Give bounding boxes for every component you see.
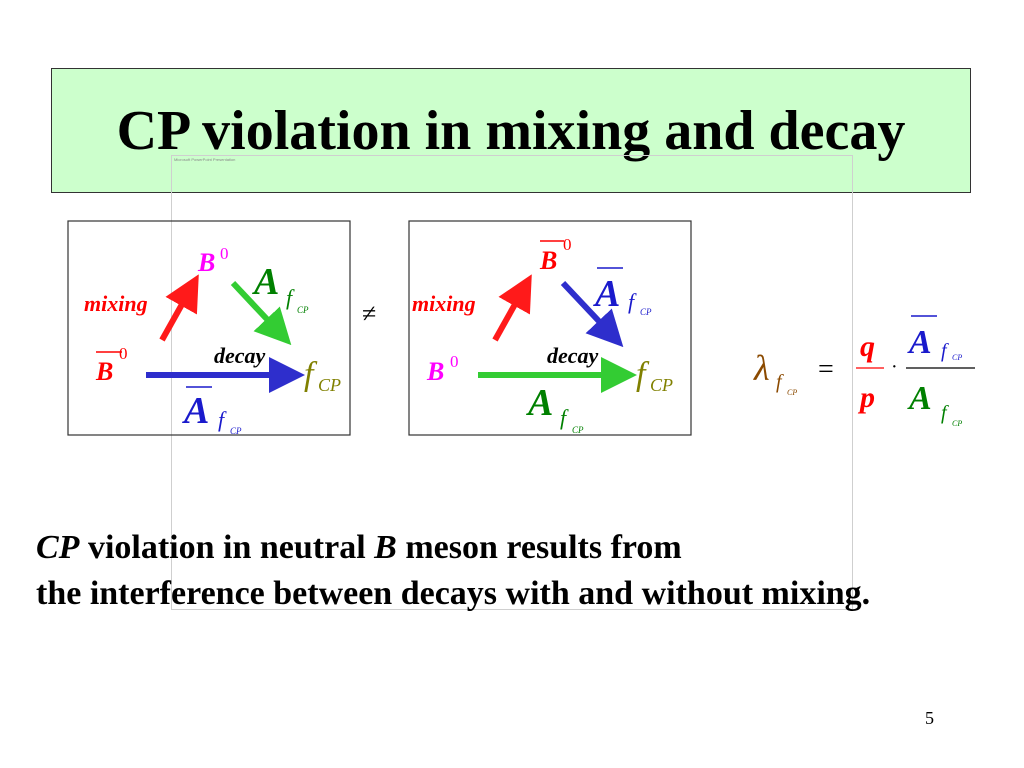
- left-amp-top-sub: f: [286, 285, 295, 310]
- caption-b: B: [374, 529, 397, 566]
- formula-num: A: [907, 324, 932, 361]
- formula-num-subsub: CP: [952, 353, 962, 362]
- right-b: B: [426, 357, 444, 386]
- formula-den-sub: f: [941, 402, 949, 424]
- left-bbar-sup: 0: [119, 344, 128, 363]
- right-decay-label: decay: [547, 343, 599, 368]
- caption-line-2: the interference between decays with and…: [36, 575, 871, 612]
- right-mixing-label: mixing: [412, 291, 476, 316]
- caption-line-1: CP violation in neutral B meson results …: [36, 525, 870, 571]
- formula-lambda-subsub: CP: [787, 388, 797, 397]
- page-number: 5: [925, 708, 934, 728]
- embedded-object-frame: Microsoft PowerPoint Presentation: [171, 155, 853, 610]
- diagram-right: B 0 mixing A f CP B 0 decay f CP A f CP: [408, 220, 692, 436]
- diagram-left-frame: [67, 220, 351, 436]
- left-top-b: B: [197, 248, 215, 277]
- formula-num-sub: f: [941, 340, 949, 362]
- title-box: CP violation in mixing and decay: [51, 68, 971, 193]
- right-final-f: f: [636, 356, 650, 393]
- caption-cp: CP: [36, 529, 80, 566]
- left-amp-bottom: A: [182, 390, 209, 432]
- right-amp-top-sub: f: [628, 289, 637, 314]
- left-amp-bottom-subsub: CP: [230, 426, 242, 436]
- right-amp-bottom-subsub: CP: [572, 425, 584, 435]
- right-amp-bottom: A: [526, 382, 553, 424]
- left-amp-top: A: [252, 261, 279, 303]
- left-final-f: f: [304, 356, 318, 393]
- formula-den-subsub: CP: [952, 419, 962, 428]
- right-amp-bottom-sub: f: [560, 405, 569, 430]
- left-decay-label: decay: [214, 343, 266, 368]
- slide-title: CP violation in mixing and decay: [116, 99, 906, 162]
- formula-lambda: λ: [753, 348, 770, 388]
- diagram-left: B 0 mixing A f CP B 0 decay f CP A f CP: [67, 220, 351, 436]
- right-decay-arrow-blue: [560, 280, 624, 348]
- left-final-sub: CP: [318, 375, 341, 395]
- diagram-right-frame: [408, 220, 692, 436]
- left-decay-arrow-green: [230, 280, 292, 346]
- formula-q: q: [860, 330, 875, 363]
- caption-text-a: violation in neutral: [79, 529, 375, 566]
- left-amp-bottom-sub: f: [218, 407, 227, 432]
- left-mixing-arrow: [159, 274, 199, 342]
- left-mixing-label: mixing: [84, 291, 148, 316]
- right-mixing-arrow: [492, 274, 532, 342]
- caption-text-b: meson results from: [396, 529, 682, 566]
- left-bbar: B: [95, 357, 113, 386]
- right-b-sup: 0: [450, 352, 459, 371]
- right-amp-top: A: [593, 273, 620, 315]
- right-top-bbar: B: [539, 246, 557, 275]
- embedded-object-tag: Microsoft PowerPoint Presentation: [174, 157, 236, 162]
- right-final-sub: CP: [650, 375, 673, 395]
- left-top-b-sup: 0: [220, 244, 229, 263]
- lambda-formula: λ f CP = q p · A f CP A f CP: [753, 315, 975, 428]
- formula-den: A: [907, 380, 932, 417]
- right-amp-top-subsub: CP: [640, 307, 652, 317]
- formula-dot: ·: [891, 356, 898, 378]
- caption: CP violation in neutral B meson results …: [36, 525, 870, 617]
- formula-lambda-sub: f: [776, 371, 784, 393]
- formula-equals: =: [818, 354, 834, 385]
- right-top-bbar-sup: 0: [563, 235, 572, 254]
- left-amp-top-subsub: CP: [297, 305, 309, 315]
- not-equal-sign: ≠: [362, 299, 376, 328]
- formula-p: p: [857, 381, 875, 414]
